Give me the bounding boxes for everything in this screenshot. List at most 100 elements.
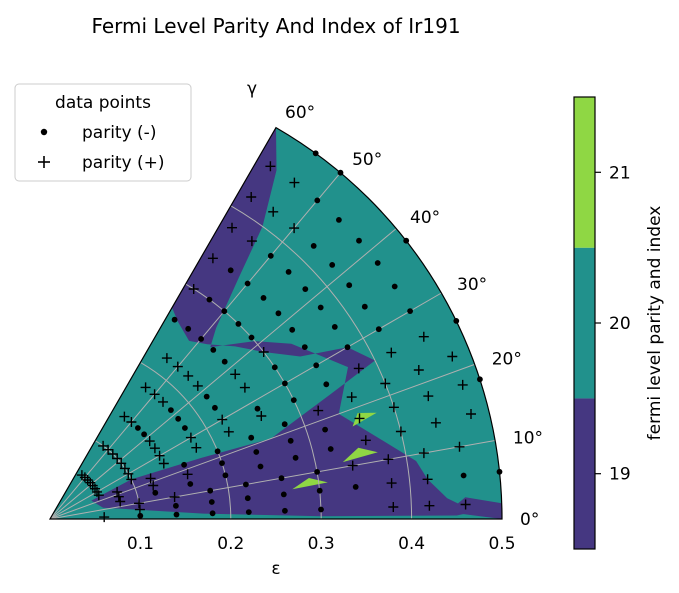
point-parity-minus-55 — [260, 295, 267, 301]
point-parity-minus-9 — [280, 491, 287, 498]
legend-entry-parity-plus: parity (+) — [82, 153, 165, 173]
point-parity-minus-44 — [317, 304, 324, 311]
point-parity-minus-13 — [243, 481, 249, 488]
point-parity-plus-24 — [457, 379, 468, 390]
point-parity-plus-38 — [353, 363, 364, 374]
contour-level-21-region-2 — [352, 412, 377, 427]
point-parity-plus-33 — [126, 474, 137, 485]
point-parity-minus-79 — [141, 431, 148, 438]
point-parity-minus-15 — [314, 469, 320, 475]
point-parity-plus-59 — [107, 449, 118, 459]
colorbar-ticks: 19 20 21 — [595, 163, 631, 485]
point-parity-minus-36 — [375, 326, 382, 333]
point-parity-plus-34 — [158, 458, 169, 469]
colorbar-segment-0 — [574, 398, 595, 549]
point-parity-plus-0 — [99, 512, 110, 523]
point-parity-minus-3 — [245, 509, 252, 515]
angular-tick-label-5: 50° — [352, 150, 382, 170]
angular-tick-label-6: 60° — [285, 103, 315, 123]
point-parity-plus-29 — [380, 378, 391, 389]
point-parity-minus-5 — [318, 506, 324, 513]
point-parity-plus-20 — [182, 469, 193, 480]
angular-tick-label-4: 40° — [410, 208, 440, 228]
angular-axis-label: γ — [247, 79, 257, 99]
legend-title: data points — [55, 93, 151, 113]
colorbar-segments — [574, 97, 595, 549]
contour-level-20 — [50, 127, 502, 519]
point-parity-plus-43 — [154, 450, 165, 461]
point-parity-plus-9 — [347, 460, 358, 471]
point-parity-plus-8 — [169, 492, 180, 502]
point-parity-plus-73 — [246, 236, 257, 247]
point-parity-minus-62 — [267, 252, 274, 259]
point-parity-minus-78 — [175, 415, 182, 422]
contour-level-19-region-1 — [447, 497, 502, 519]
point-parity-minus-18 — [222, 472, 229, 479]
point-parity-minus-12 — [207, 487, 214, 494]
point-parity-minus-52 — [356, 237, 362, 244]
point-parity-plus-68 — [76, 470, 87, 481]
point-parity-minus-67 — [460, 472, 467, 479]
plot-area: 0.1 0.2 0.3 0.4 0.50° 10° 20° 30° 40° 50° 60° — [48, 103, 543, 554]
point-parity-minus-27 — [214, 448, 221, 455]
point-parity-plus-12 — [454, 441, 465, 452]
colorbar-label: fermi level parity and index — [645, 206, 665, 441]
point-parity-minus-4 — [282, 507, 288, 514]
point-parity-plus-2 — [424, 500, 435, 511]
point-parity-plus-5 — [386, 478, 397, 489]
point-parity-plus-25 — [112, 486, 123, 497]
point-parity-plus-69 — [98, 440, 109, 451]
point-parity-plus-61 — [183, 370, 194, 381]
point-parity-plus-16 — [430, 417, 441, 428]
point-parity-minus-32 — [254, 405, 261, 412]
radial-tick-label-2: 0.3 — [308, 534, 335, 554]
point-parity-plus-75 — [289, 177, 300, 188]
point-parity-minus-25 — [322, 426, 328, 433]
point-parity-minus-24 — [287, 437, 294, 444]
legend: data points parity (-) parity (+) — [14, 83, 192, 182]
contour-level-21-region-1 — [342, 447, 378, 463]
point-parity-minus-31 — [323, 381, 330, 388]
point-parity-minus-73 — [314, 197, 321, 204]
point-parity-plus-57 — [192, 380, 203, 391]
point-parity-minus-11 — [352, 484, 359, 490]
point-parity-minus-8 — [244, 495, 251, 502]
contour-fill — [50, 127, 502, 519]
tick-labels: 0.1 0.2 0.3 0.4 0.50° 10° 20° 30° 40° 50° 60° — [127, 103, 543, 554]
point-parity-plus-56 — [112, 453, 123, 464]
point-parity-minus-33 — [282, 380, 288, 387]
radial-tick-label-4: 0.5 — [488, 534, 515, 554]
point-parity-plus-10 — [383, 454, 394, 465]
contour-level-19-region-0 — [91, 127, 475, 517]
point-parity-plus-40 — [418, 331, 429, 342]
point-parity-minus-19 — [257, 463, 264, 470]
radial-tick-label-0: 0.1 — [127, 534, 154, 554]
point-parity-plus-48 — [149, 443, 160, 454]
point-parity-minus-26 — [181, 461, 188, 468]
point-parity-plus-1 — [388, 502, 399, 512]
point-parity-minus-7 — [208, 499, 215, 505]
point-parity-minus-59 — [198, 336, 205, 342]
point-parity-plus-49 — [239, 382, 250, 393]
point-parity-minus-38 — [271, 364, 278, 371]
colorbar-tick-label-0: 19 — [609, 465, 631, 485]
point-parity-minus-23 — [253, 449, 260, 455]
point-parity-minus-53 — [210, 347, 217, 353]
point-parity-minus-48 — [248, 334, 255, 341]
point-parity-plus-6 — [422, 474, 433, 485]
point-parity-plus-26 — [145, 473, 156, 484]
point-parity-plus-35 — [191, 442, 202, 453]
point-parity-minus-76 — [182, 425, 188, 431]
point-parity-plus-21 — [354, 413, 365, 424]
point-parity-plus-72 — [161, 353, 172, 364]
colorbar-tick-label-1: 20 — [609, 314, 631, 334]
point-parity-plus-18 — [113, 491, 124, 502]
point-parity-plus-71 — [140, 382, 151, 393]
point-parity-plus-60 — [158, 396, 168, 407]
point-parity-minus-21 — [327, 446, 334, 452]
point-parity-plus-64 — [126, 417, 137, 427]
point-parity-plus-76 — [188, 284, 199, 294]
point-parity-plus-7 — [134, 498, 144, 509]
point-parity-minus-75 — [212, 404, 218, 411]
point-parity-minus-51 — [329, 262, 336, 268]
